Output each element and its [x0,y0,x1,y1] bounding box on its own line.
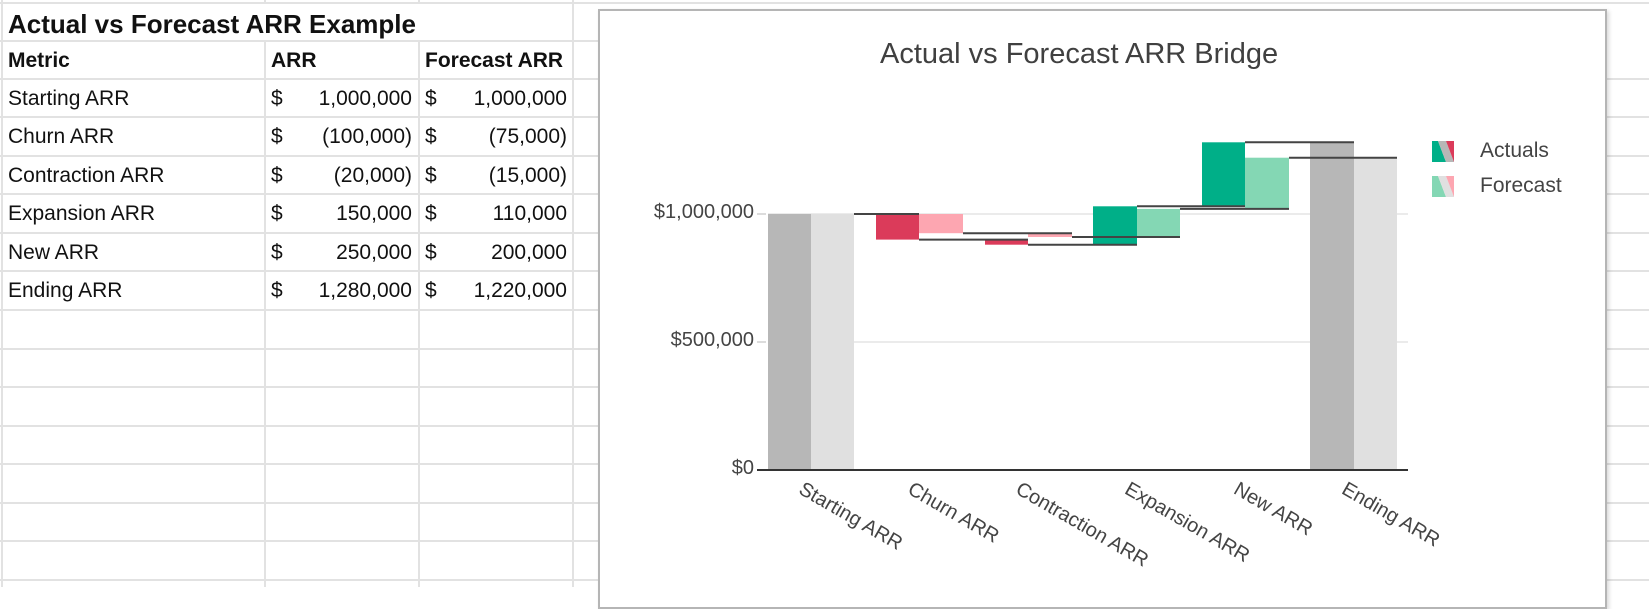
header-metric[interactable]: Metric [8,49,70,72]
cell-forecast[interactable]: 1,000,000 [473,87,567,110]
header-forecast-arr[interactable]: Forecast ARR [425,49,564,72]
bar-expansion-forecast [1137,208,1180,237]
cell-metric[interactable]: Churn ARR [8,125,115,148]
y-tick-label: $0 [731,457,754,479]
header-arr[interactable]: ARR [271,49,317,72]
cell-forecast[interactable]: 1,220,000 [473,279,567,302]
cell-currency: $ [425,125,437,148]
bar-contraction-actual [985,239,1028,245]
waterfall-chart [757,141,1408,471]
y-tick-label: $1,000,000 [653,201,754,223]
cell-currency: $ [425,87,437,110]
cell-arr[interactable]: 1,280,000 [318,279,412,302]
cell-currency: $ [271,164,283,187]
cell-metric[interactable]: New ARR [8,241,100,264]
cell-currency: $ [271,125,283,148]
legend-forecast-label[interactable]: Forecast [1480,174,1562,197]
cell-forecast[interactable]: (75,000) [488,125,567,148]
cell-arr[interactable]: 1,000,000 [318,87,412,110]
bar-new-forecast [1245,157,1289,209]
bar-ending-forecast [1354,157,1397,470]
cell-arr[interactable]: 150,000 [336,202,412,225]
bar-contraction-forecast [1028,233,1072,237]
cell-forecast[interactable]: 110,000 [492,202,567,225]
cell-forecast[interactable]: 200,000 [491,241,567,264]
y-tick-label: $500,000 [670,329,754,351]
cell-currency: $ [271,202,283,225]
cell-arr[interactable]: (20,000) [333,164,412,187]
cell-currency: $ [425,279,437,302]
cell-metric[interactable]: Ending ARR [8,279,123,302]
cell-arr[interactable]: 250,000 [336,241,412,264]
connector-lines [854,141,1397,246]
cell-currency: $ [271,87,283,110]
cell-currency: $ [425,241,437,264]
chart-container[interactable] [598,9,1607,609]
cell-currency: $ [425,164,437,187]
bar-new-actual [1202,142,1245,207]
cell-currency: $ [271,279,283,302]
bar-starting-actual [768,214,811,470]
cell-metric[interactable]: Contraction ARR [8,164,165,187]
bar-churn-actual [876,214,919,240]
cell-arr[interactable]: (100,000) [322,125,412,148]
bar-starting-forecast [811,214,854,470]
legend-forecast-swatch-icon[interactable] [1432,176,1454,197]
bar-churn-forecast [919,214,963,234]
bar-ending-actual [1310,142,1354,471]
cell-currency: $ [271,241,283,264]
cell-forecast[interactable]: (15,000) [488,164,567,187]
sheet-title[interactable]: Actual vs Forecast ARR Example [8,9,416,39]
bar-expansion-actual [1093,206,1137,245]
legend-actuals-label[interactable]: Actuals [1480,139,1549,162]
legend-actuals-swatch-icon[interactable] [1432,141,1454,162]
cell-metric[interactable]: Expansion ARR [8,202,156,225]
cell-metric[interactable]: Starting ARR [8,87,130,110]
chart-title: Actual vs Forecast ARR Bridge [880,38,1279,70]
cell-currency: $ [425,202,437,225]
